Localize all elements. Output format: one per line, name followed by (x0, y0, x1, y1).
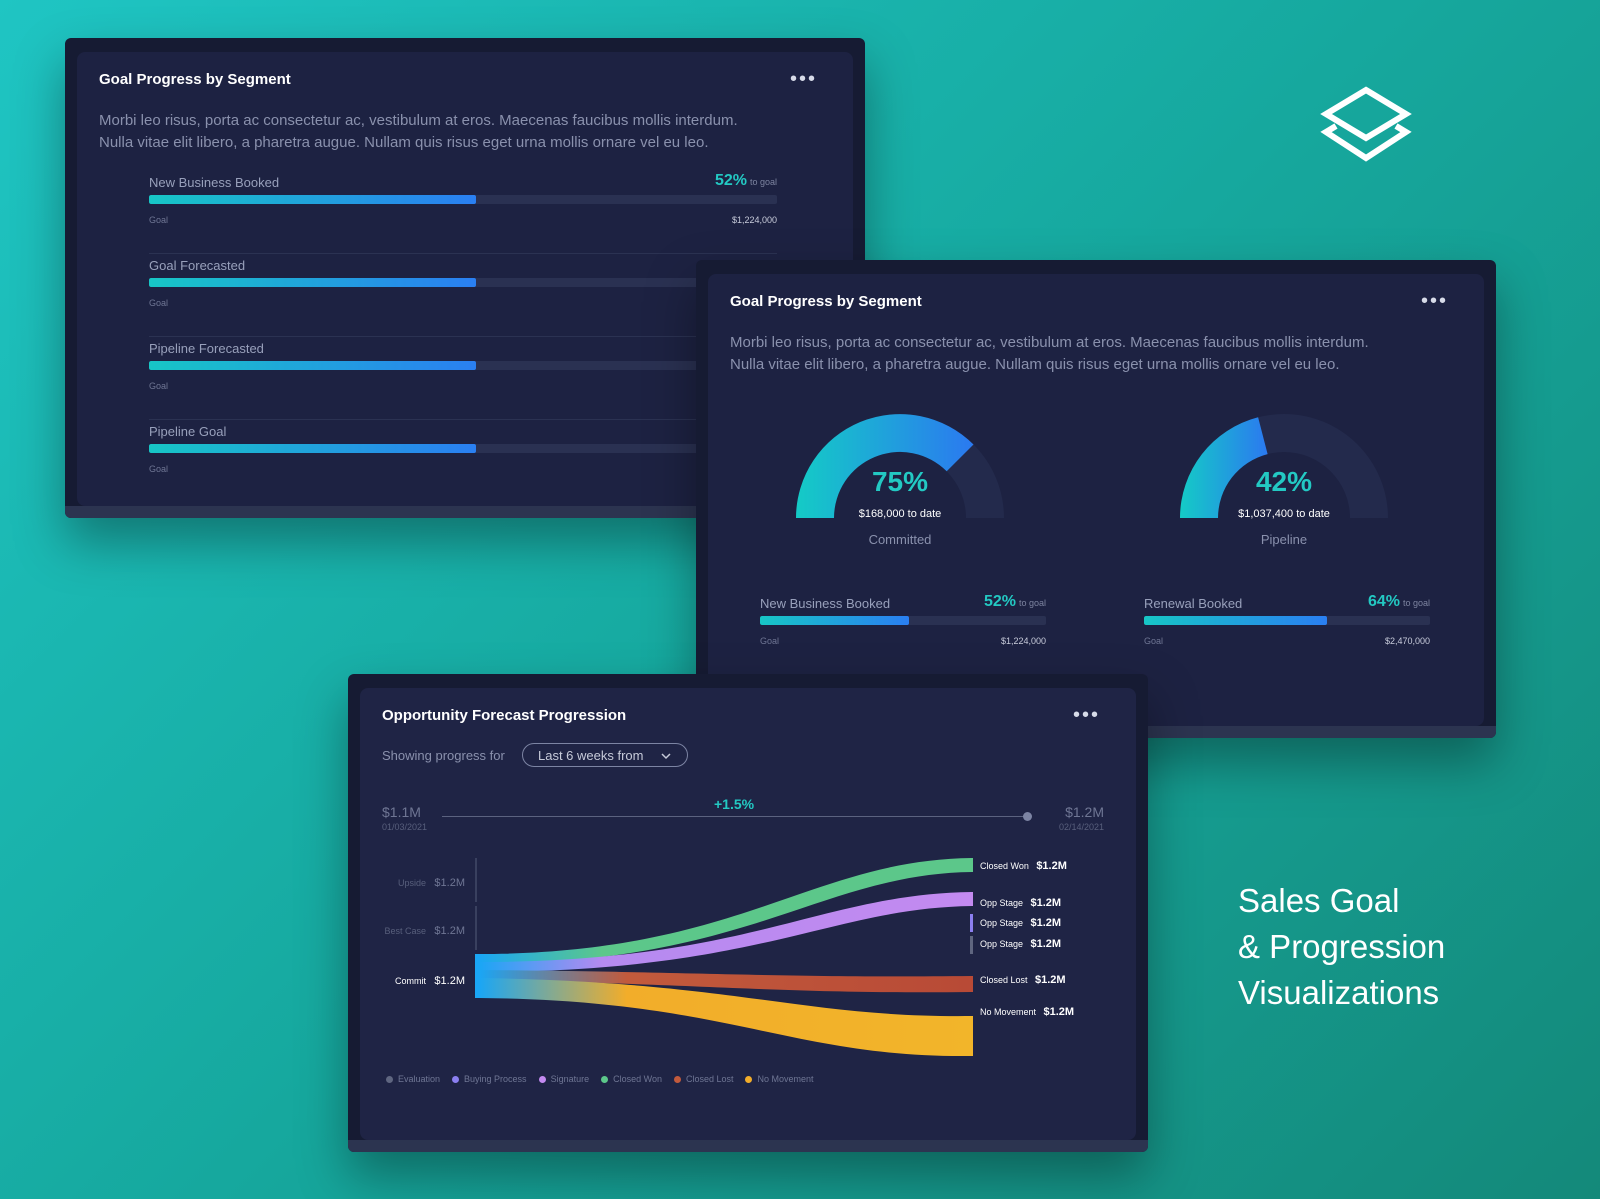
node-opp-stage-3: Opp Stage $1.2M (980, 938, 1062, 950)
timeline-end-date: 02/14/2021 (1058, 822, 1104, 832)
card-description: Morbi leo risus, porta ac consectetur ac… (99, 112, 738, 151)
segment-percent: 52% to goal (983, 593, 1046, 610)
card-title: Opportunity Forecast Progression (382, 707, 627, 724)
gauge-fill (796, 414, 974, 518)
card-title: Goal Progress by Segment (730, 293, 922, 310)
gauge-amount: $1,037,400 to date (1238, 508, 1330, 520)
node-opp-stage-bar (970, 914, 973, 932)
segment-row-goal-forecasted: Goal Forecasted Goal (149, 258, 777, 318)
goal-label: Goal (149, 381, 169, 391)
node-opp-stage-bar (970, 936, 973, 954)
progress-bar (760, 616, 1046, 625)
goal-label: Goal (149, 215, 169, 225)
segment-percent: 52% to goal (714, 172, 777, 189)
node-no-movement-bar (970, 1016, 973, 1056)
segment-row-new-business: New Business Booked 52% to goal Goal $1,2… (149, 172, 777, 235)
chevron-down-icon (661, 753, 671, 760)
node-closed-lost: Closed Lost $1.2M (980, 974, 1066, 986)
timeline-start-value: $1.1M (382, 804, 421, 820)
flow-opp-stage (479, 892, 972, 972)
goal-label: Goal (1144, 636, 1164, 646)
goal-progress-window-1: Goal Progress by Segment ••• Morbi leo r… (65, 38, 865, 518)
node-opp-stage-bar (970, 892, 973, 906)
legend-item-signature[interactable]: Signature (538, 1074, 589, 1084)
legend: Evaluation Buying Process Signature Clos… (386, 1074, 826, 1084)
goal-progress-card-1: Goal Progress by Segment ••• Morbi leo r… (77, 52, 853, 506)
divider (149, 419, 777, 420)
node-upside: Upside $1.2M (397, 877, 465, 889)
node-no-movement: No Movement $1.2M (980, 1006, 1075, 1018)
progress-bar (149, 278, 777, 287)
forecast-card: Opportunity Forecast Progression ••• Sho… (360, 688, 1136, 1140)
node-closed-won: Closed Won $1.2M (980, 860, 1067, 872)
layered-diamond-icon (1320, 86, 1412, 162)
goal-amount: $1,224,000 (731, 215, 777, 225)
gauge-pipeline (1180, 414, 1388, 518)
segment-label: Renewal Booked (1144, 596, 1243, 611)
more-dots-icon[interactable]: ••• (1420, 290, 1448, 312)
segment-label: New Business Booked (149, 175, 280, 190)
card-title: Goal Progress by Segment (99, 71, 291, 88)
gauge-name: Pipeline (1260, 532, 1308, 547)
progress-bar (149, 195, 777, 204)
goal-label: Goal (149, 298, 169, 308)
segment-row-renewal: Renewal Booked 64% to goal Goal $2,470,00… (1144, 593, 1430, 656)
node-closed-won-bar (970, 858, 973, 872)
brand-title: Sales Goal & Progression Visualizations (1238, 882, 1446, 1011)
gauge-percent: 42% (1255, 466, 1313, 497)
timeline-change: +1.5% (714, 796, 755, 812)
goal-label: Goal (149, 464, 169, 474)
progress-bar (149, 361, 777, 370)
legend-item-evaluation[interactable]: Evaluation (386, 1074, 440, 1084)
node-commit-bar (475, 954, 479, 998)
period-dropdown[interactable]: Last 6 weeks from (522, 743, 688, 767)
showing-label: Showing progress for (382, 748, 505, 763)
node-closed-lost-bar (970, 976, 973, 992)
node-opp-stage-1: Opp Stage $1.2M (980, 897, 1062, 909)
goal-amount: $2,470,000 (1384, 636, 1430, 646)
gauge-committed (796, 414, 1004, 518)
flow-no-movement (479, 978, 972, 1057)
timeline-end-value: $1.2M (1065, 804, 1104, 820)
divider (149, 253, 777, 254)
segment-percent: 64% to goal (1367, 593, 1430, 610)
more-dots-icon[interactable]: ••• (1072, 704, 1100, 726)
flow-closed-won (479, 858, 972, 964)
flow-closed-lost (479, 970, 972, 993)
divider (149, 336, 777, 337)
legend-item-closed-lost[interactable]: Closed Lost (673, 1074, 733, 1084)
progress-bar (149, 444, 777, 453)
gauge-percent: 75% (871, 466, 929, 497)
progress-bar (1144, 616, 1430, 625)
node-opp-stage-2: Opp Stage $1.2M (980, 917, 1062, 929)
segment-label: Pipeline Goal (149, 424, 227, 439)
more-dots-icon[interactable]: ••• (789, 68, 817, 90)
forecast-sankey (475, 858, 973, 1057)
segment-row-pipeline-goal: Pipeline Goal Goal (149, 424, 777, 484)
segment-label: Goal Forecasted (149, 258, 246, 273)
goal-progress-window-2: Goal Progress by Segment ••• Morbi leo r… (696, 260, 1496, 738)
timeline-start-date: 01/03/2021 (382, 822, 428, 832)
card-description: Morbi leo risus, porta ac consectetur ac… (730, 334, 1369, 373)
goal-amount: $1,224,000 (1000, 636, 1046, 646)
segment-row-pipeline-forecasted: Pipeline Forecasted Goal (149, 341, 777, 401)
timeline-line (442, 816, 1027, 817)
node-best-case-bar (475, 906, 477, 950)
segment-label: New Business Booked (760, 596, 891, 611)
node-upside-bar (475, 858, 477, 902)
forecast-window: Opportunity Forecast Progression ••• Sho… (348, 674, 1148, 1152)
segment-label: Pipeline Forecasted (149, 341, 264, 356)
legend-item-buying-process[interactable]: Buying Process (452, 1074, 527, 1084)
goal-label: Goal (760, 636, 780, 646)
gauge-amount: $168,000 to date (858, 508, 942, 520)
segment-row-new-business: New Business Booked 52% to goal Goal $1,2… (760, 593, 1046, 656)
goal-progress-card-2: Goal Progress by Segment ••• Morbi leo r… (708, 274, 1484, 726)
node-commit: Commit $1.2M (394, 975, 465, 987)
timeline-end-dot (1023, 812, 1032, 821)
legend-item-no-movement[interactable]: No Movement (745, 1074, 814, 1084)
gauge-name: Committed (868, 532, 932, 547)
legend-item-closed-won[interactable]: Closed Won (601, 1074, 662, 1084)
node-best-case: Best Case $1.2M (384, 925, 465, 937)
gauge-fill (1180, 417, 1268, 518)
